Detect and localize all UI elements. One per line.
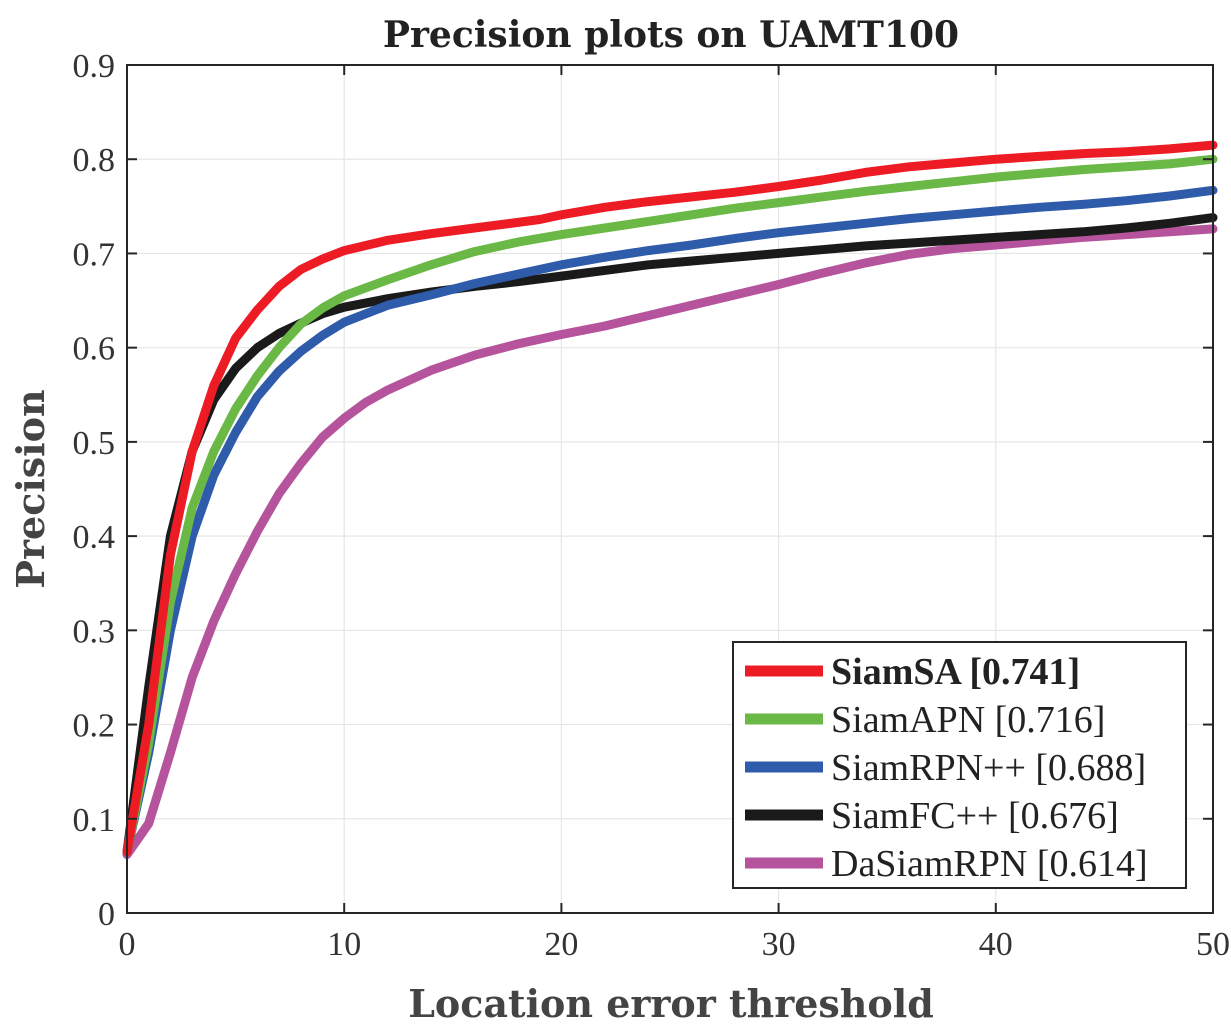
legend-label-siamfc: SiamFC++ [0.676] xyxy=(831,795,1119,837)
y-tick-label: 0.5 xyxy=(73,425,116,462)
y-tick-label: 0.3 xyxy=(73,613,116,650)
series-line-siamrpn xyxy=(122,185,1218,857)
legend-label-dasiamrpn: DaSiamRPN [0.614] xyxy=(831,843,1148,885)
x-tick-label: 40 xyxy=(979,926,1013,963)
y-tick-label: 0.7 xyxy=(73,236,116,273)
series-line-siamfc xyxy=(122,213,1218,857)
y-tick-label: 0.6 xyxy=(73,331,116,368)
x-tick-label: 10 xyxy=(327,926,361,963)
y-tick-label: 0.1 xyxy=(73,802,116,839)
axis-ticks: 0 10 20 30 40 50 0 0.1 0.2 0.3 0.4 0.5 0.6 0.7 0.8 0.9 xyxy=(73,48,1231,963)
series-lines xyxy=(122,140,1218,860)
y-tick-label: 0 xyxy=(98,896,115,933)
y-tick-label: 0.9 xyxy=(73,48,116,85)
chart-title: Precision plots on UAMT100 xyxy=(383,14,959,56)
legend-label-siamsa: SiamSA [0.741] xyxy=(831,651,1080,693)
x-tick-label: 0 xyxy=(119,926,136,963)
y-tick-label: 0.8 xyxy=(73,142,116,179)
legend-label-siamrpn: SiamRPN++ [0.688] xyxy=(831,747,1146,789)
x-tick-label: 20 xyxy=(544,926,578,963)
y-axis-label: Precision xyxy=(8,389,53,588)
x-tick-label: 30 xyxy=(762,926,796,963)
x-axis-label: Location error threshold xyxy=(408,981,934,1026)
plot-area-border xyxy=(126,64,1214,914)
series-line-dasiamrpn xyxy=(122,224,1218,860)
y-tick-label: 0.4 xyxy=(73,519,116,556)
legend: SiamSA [0.741] SiamAPN [0.716] SiamRPN++ [… xyxy=(732,641,1187,889)
x-tick-label: 50 xyxy=(1196,926,1230,963)
y-tick-label: 0.2 xyxy=(73,708,116,745)
series-line-siamapn xyxy=(122,154,1218,857)
series-line-siamsa xyxy=(122,140,1218,857)
legend-label-siamapn: SiamAPN [0.716] xyxy=(831,699,1105,741)
